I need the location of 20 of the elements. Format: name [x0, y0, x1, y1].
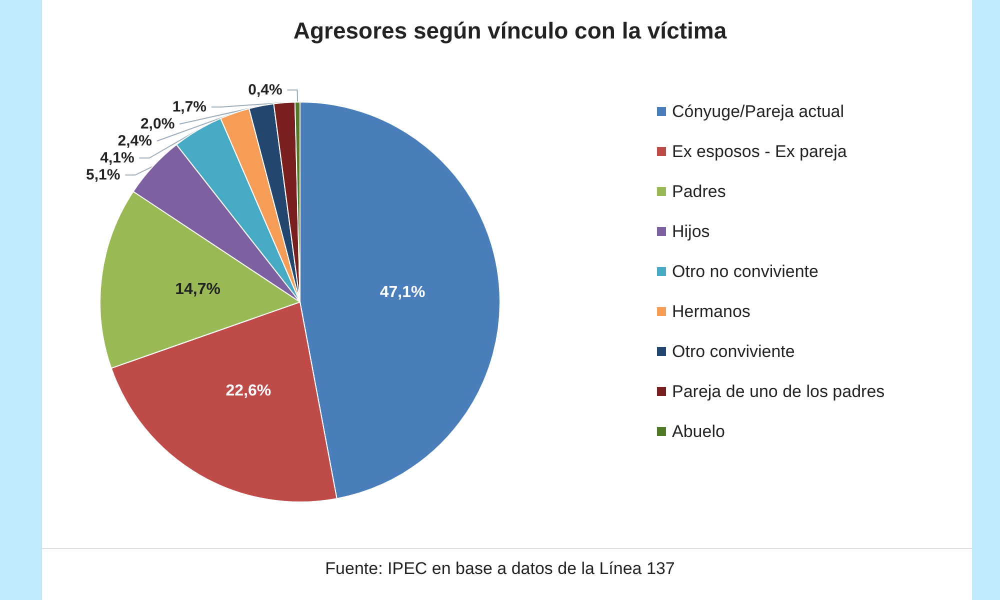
data-label: 4,1%	[100, 150, 134, 167]
legend-label: Padres	[672, 182, 726, 201]
data-label: 2,4%	[118, 132, 152, 150]
legend-label: Hijos	[672, 222, 710, 241]
data-label: 0,4%	[248, 82, 282, 99]
data-label: 22,6%	[226, 382, 272, 400]
data-label: 14,7%	[175, 280, 220, 298]
legend-label: Otro no conviviente	[672, 262, 818, 281]
data-label: 5,1%	[86, 166, 120, 184]
legend-label: Hermanos	[672, 302, 750, 321]
legend-label: Pareja de uno de los padres	[672, 382, 885, 401]
chart-title: Agresores según vínculo con la víctima	[293, 18, 727, 44]
legend-label: Abuelo	[672, 422, 725, 441]
legend-label: Ex esposos - Ex pareja	[672, 142, 848, 161]
source-note: Fuente: IPEC en base a datos de la Línea 137	[325, 559, 675, 578]
data-label: 1,7%	[172, 98, 207, 116]
legend-label: Cónyuge/Pareja actual	[672, 102, 844, 121]
data-label: 47,1%	[380, 284, 426, 301]
legend-label: Otro conviviente	[672, 342, 795, 361]
data-label: 2,0%	[140, 116, 175, 133]
